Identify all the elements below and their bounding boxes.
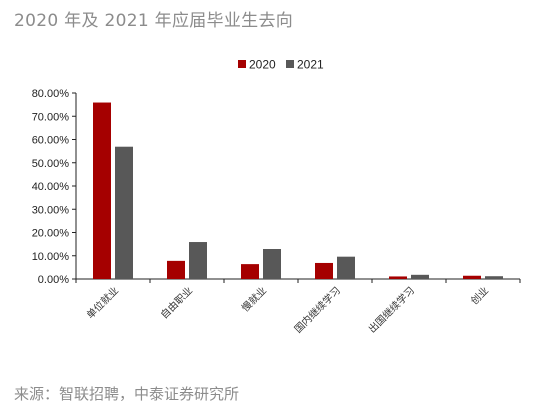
y-tick-label: 60.00% bbox=[32, 135, 70, 147]
bar-2020-3 bbox=[241, 264, 259, 279]
bar-2020-4 bbox=[315, 262, 333, 279]
y-tick-label: 70.00% bbox=[32, 111, 70, 123]
y-tick-label: 50.00% bbox=[32, 158, 70, 170]
y-tick-label: 30.00% bbox=[32, 204, 70, 216]
source-note: 来源：智联招聘，中泰证券研究所 bbox=[14, 385, 240, 403]
bar-2021-1 bbox=[115, 146, 133, 279]
x-category-label: 自由职业 bbox=[158, 284, 195, 321]
bar-2021-6 bbox=[485, 276, 503, 279]
legend-swatch-2020 bbox=[238, 60, 246, 68]
legend: 2020 2021 bbox=[238, 58, 324, 72]
bar-2020-1 bbox=[93, 102, 111, 279]
legend-label-2021: 2021 bbox=[297, 58, 324, 72]
y-axis: 0.00% 10.00% 20.00% 30.00% 40.00% 50.00% 60.00… bbox=[32, 88, 77, 286]
legend-swatch-2021 bbox=[286, 60, 294, 68]
x-category-label: 慢就业 bbox=[239, 284, 269, 314]
y-tick-label: 40.00% bbox=[32, 181, 70, 193]
y-tick-label: 80.00% bbox=[32, 88, 70, 100]
x-axis: 单位就业 自由职业 慢就业 国内继续学习 出国继续学习 创业 bbox=[75, 278, 521, 336]
bar-2020-5 bbox=[389, 276, 407, 279]
x-category-label: 创业 bbox=[468, 284, 491, 307]
x-category-label: 出国继续学习 bbox=[366, 284, 418, 336]
bar-2021-5 bbox=[411, 274, 429, 279]
y-tick-label: 10.00% bbox=[32, 251, 70, 263]
bar-2021-2 bbox=[189, 242, 207, 279]
x-category-label: 国内继续学习 bbox=[292, 284, 344, 336]
bar-2020-2 bbox=[167, 260, 185, 279]
bars bbox=[93, 102, 503, 279]
bar-2021-4 bbox=[337, 256, 355, 279]
y-tick-label: 0.00% bbox=[38, 274, 69, 286]
x-category-label: 单位就业 bbox=[84, 284, 121, 321]
chart-title: 2020 年及 2021 年应届毕业生去向 bbox=[14, 11, 294, 31]
bar-2020-6 bbox=[463, 275, 481, 279]
legend-label-2020: 2020 bbox=[249, 58, 276, 72]
y-tick-label: 20.00% bbox=[32, 228, 70, 240]
bar-2021-3 bbox=[263, 249, 281, 279]
